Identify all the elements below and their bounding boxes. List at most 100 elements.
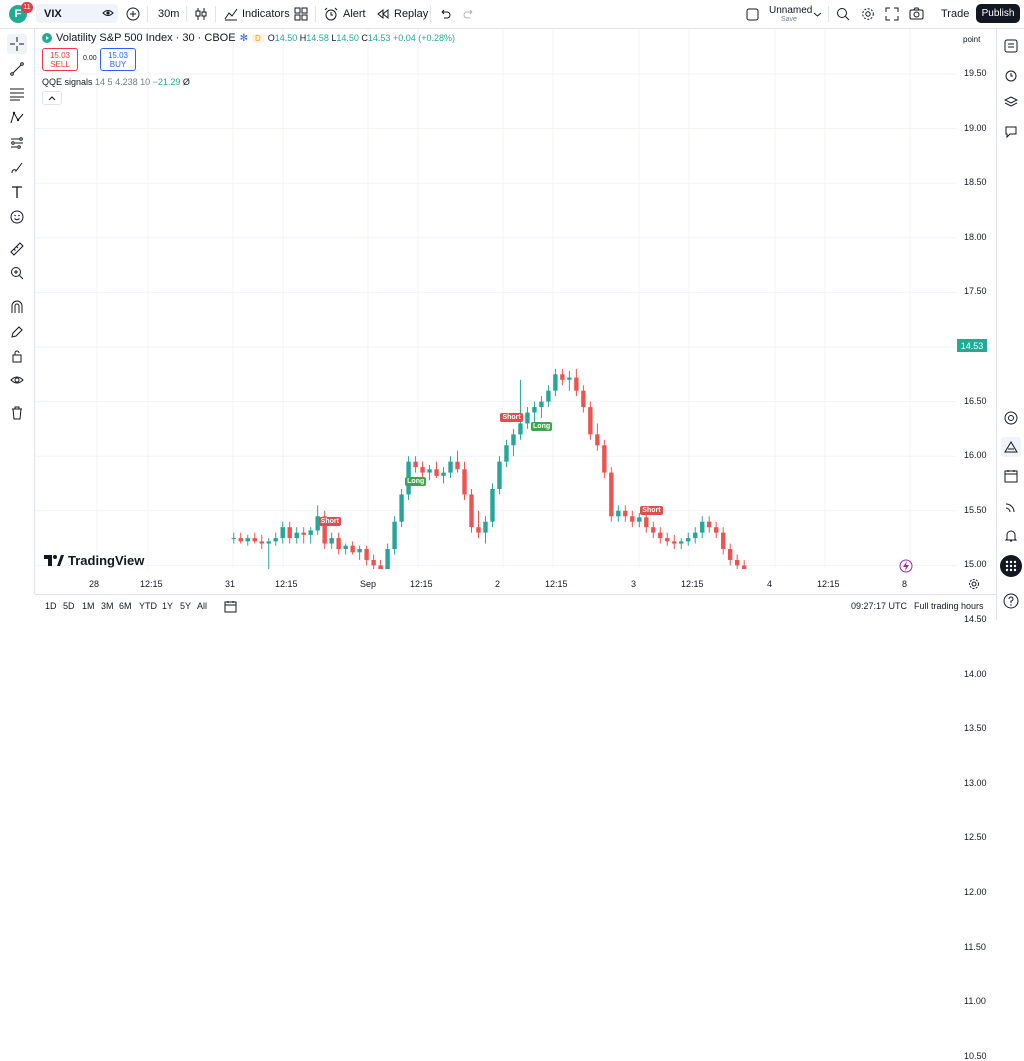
candle-body bbox=[350, 545, 355, 553]
candle-body bbox=[721, 532, 726, 550]
brush-icon[interactable] bbox=[7, 158, 27, 178]
replay-button[interactable]: Replay bbox=[376, 0, 428, 28]
price-tick-label: 11.00 bbox=[964, 996, 986, 1007]
candle-body bbox=[343, 545, 348, 550]
fullscreen-icon[interactable] bbox=[885, 0, 899, 28]
tradingview-logo[interactable]: TradingView bbox=[44, 553, 144, 568]
alerts-clock-icon[interactable] bbox=[1001, 65, 1021, 85]
top-toolbar: F 11 VIX 30m Indicators Alert Replay bbox=[0, 0, 1024, 29]
forecast-tools-icon[interactable] bbox=[7, 133, 27, 153]
bottom-toolbar: 1D 5D 1M 3M 6M YTD 1Y 5Y All 09:27:17 UT… bbox=[35, 594, 996, 619]
candle-body bbox=[329, 538, 334, 544]
price-tick-label: 18.00 bbox=[964, 231, 987, 242]
time-tick-label: 8 bbox=[902, 579, 908, 589]
publish-button[interactable]: Publish bbox=[976, 4, 1020, 23]
symbol-search[interactable]: VIX bbox=[36, 4, 118, 23]
alert-button[interactable]: Alert bbox=[324, 0, 366, 28]
candle-body bbox=[616, 510, 621, 517]
candle-body bbox=[315, 516, 320, 531]
patterns-icon[interactable] bbox=[7, 108, 27, 128]
candle-body bbox=[588, 407, 593, 435]
price-scale-unit[interactable]: point bbox=[963, 35, 981, 44]
candle-body bbox=[686, 538, 691, 542]
indicator-legend[interactable]: QQE signals 14 5 4.238 10 −21.29 Ø bbox=[42, 77, 190, 87]
settings-gear-icon[interactable] bbox=[861, 0, 875, 28]
indicators-button[interactable]: Indicators bbox=[224, 0, 290, 28]
candle-body bbox=[679, 541, 684, 544]
fib-lines-icon[interactable] bbox=[7, 84, 27, 104]
indicator-value: −21.29 bbox=[152, 77, 181, 87]
candle-body bbox=[392, 521, 397, 550]
watchlist-icon[interactable] bbox=[1001, 36, 1021, 56]
candle-body bbox=[581, 390, 586, 408]
magnet-icon[interactable] bbox=[7, 297, 27, 317]
eye-visibility-icon[interactable] bbox=[7, 370, 27, 390]
price-chart[interactable]: D bbox=[35, 29, 956, 569]
collapse-legend-icon[interactable] bbox=[42, 91, 62, 105]
redo-icon[interactable] bbox=[462, 0, 476, 28]
layout-save-hint: Save bbox=[781, 16, 797, 23]
interval-button[interactable]: 30m bbox=[158, 8, 180, 20]
layout-name[interactable]: Unnamed bbox=[769, 5, 813, 16]
snowflake-icon: ✻ bbox=[239, 32, 248, 44]
goto-date-icon[interactable] bbox=[224, 600, 237, 618]
range-5d[interactable]: 5D bbox=[63, 601, 75, 611]
emoji-icon[interactable] bbox=[7, 207, 27, 227]
chat-icon[interactable] bbox=[1001, 122, 1021, 142]
compare-plus-icon[interactable] bbox=[126, 0, 140, 28]
text-tool-icon[interactable] bbox=[7, 182, 27, 202]
chevron-down-icon[interactable] bbox=[813, 0, 822, 28]
help-icon[interactable] bbox=[1001, 591, 1021, 611]
templates-icon[interactable] bbox=[294, 0, 308, 28]
range-6m[interactable]: 6M bbox=[119, 601, 132, 611]
candle-body bbox=[420, 467, 425, 473]
price-tick-label: 18.50 bbox=[964, 177, 987, 188]
range-ytd[interactable]: YTD bbox=[139, 601, 157, 611]
candle-body bbox=[560, 374, 565, 380]
range-1m[interactable]: 1M bbox=[82, 601, 95, 611]
signal-icon[interactable] bbox=[1001, 497, 1021, 517]
range-all[interactable]: All bbox=[197, 601, 208, 611]
trading-hours-toggle[interactable]: Full trading hours bbox=[914, 601, 984, 611]
sell-button[interactable]: 15.03 SELL bbox=[42, 48, 78, 71]
layout-checkbox[interactable] bbox=[746, 0, 759, 28]
quick-search-icon[interactable] bbox=[836, 0, 850, 28]
trend-line-icon[interactable] bbox=[7, 59, 27, 79]
range-1d[interactable]: 1D bbox=[45, 601, 57, 611]
range-3m[interactable]: 3M bbox=[101, 601, 114, 611]
apps-grid-icon[interactable] bbox=[1000, 555, 1022, 577]
zoom-in-icon[interactable] bbox=[7, 263, 27, 283]
bell-icon[interactable] bbox=[1001, 526, 1021, 546]
layers-icon[interactable] bbox=[1001, 92, 1021, 112]
axis-settings-gear-icon[interactable] bbox=[968, 577, 980, 595]
ruler-icon[interactable] bbox=[7, 239, 27, 259]
buy-button[interactable]: 15.03 BUY bbox=[100, 48, 136, 71]
candle-body bbox=[546, 390, 551, 402]
lock-icon[interactable] bbox=[7, 346, 27, 366]
lightning-icon[interactable] bbox=[899, 559, 913, 578]
clock-time[interactable]: 09:27:17 UTC bbox=[851, 601, 908, 611]
ideas-icon[interactable] bbox=[1001, 437, 1021, 457]
candle-body bbox=[413, 461, 418, 468]
candle-body bbox=[385, 549, 390, 569]
price-tick-label: 11.50 bbox=[964, 941, 986, 952]
target-icon[interactable] bbox=[1001, 408, 1021, 428]
range-5y[interactable]: 5Y bbox=[180, 601, 192, 611]
crosshair-icon[interactable] bbox=[7, 34, 27, 54]
candles-icon[interactable] bbox=[194, 0, 208, 28]
candle-body bbox=[497, 461, 502, 489]
camera-icon[interactable] bbox=[909, 0, 924, 28]
symbol-title[interactable]: Volatility S&P 500 Index · 30 · CBOE bbox=[56, 32, 236, 44]
trash-icon[interactable] bbox=[7, 403, 27, 423]
range-1y[interactable]: 1Y bbox=[162, 601, 174, 611]
candle-body bbox=[245, 538, 250, 542]
ohlc-values: O14.50 H14.58 L14.50 C14.53 +0.04 (+0.28… bbox=[267, 33, 455, 43]
candle-body bbox=[707, 521, 712, 528]
pencil-lock-icon[interactable] bbox=[7, 322, 27, 342]
trade-button[interactable]: Trade bbox=[941, 8, 970, 20]
eye-icon[interactable] bbox=[102, 7, 114, 19]
chart-legend: Volatility S&P 500 Index · 30 · CBOE ✻ D… bbox=[42, 32, 455, 44]
alarm-clock-icon bbox=[324, 7, 338, 21]
undo-icon[interactable] bbox=[438, 0, 452, 28]
calendar-icon[interactable] bbox=[1001, 466, 1021, 486]
